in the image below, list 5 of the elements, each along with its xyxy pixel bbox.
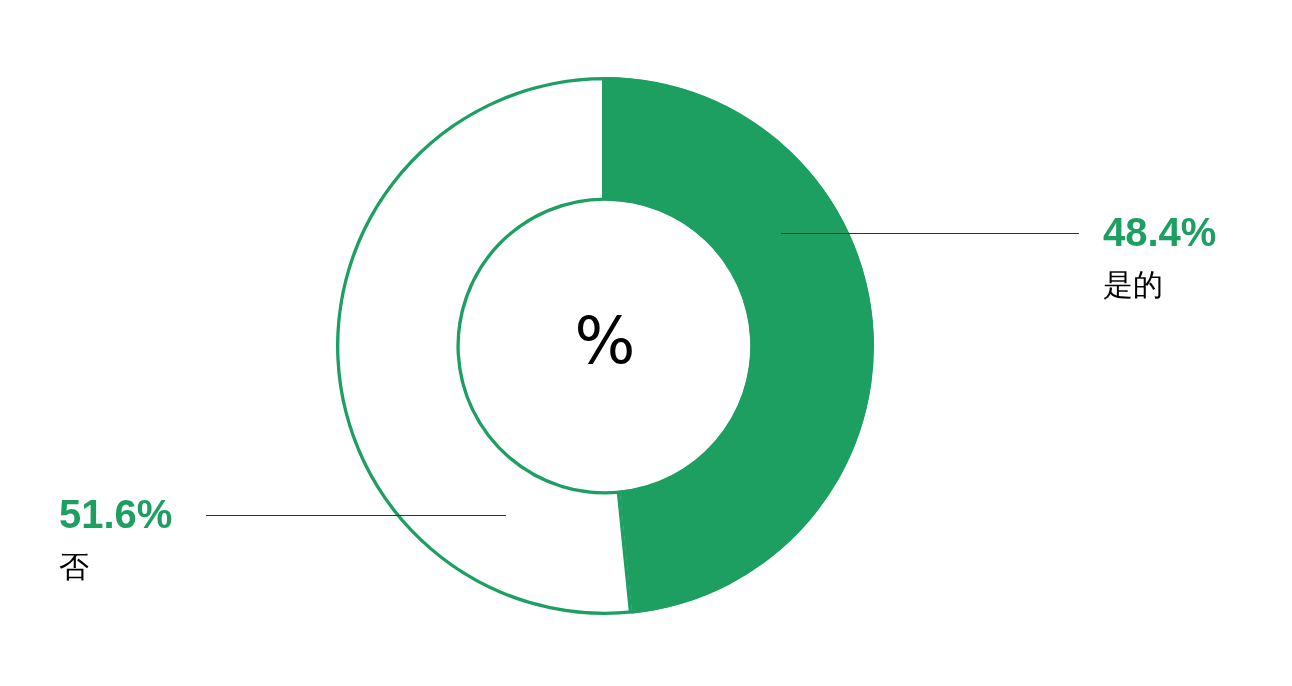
slice-label: 是的 <box>1103 267 1163 302</box>
slice-label: 否 <box>59 549 89 584</box>
data-label: 51.6% <box>59 492 173 536</box>
text: % <box>574 303 636 378</box>
data-label: 48.4% <box>1103 210 1217 254</box>
